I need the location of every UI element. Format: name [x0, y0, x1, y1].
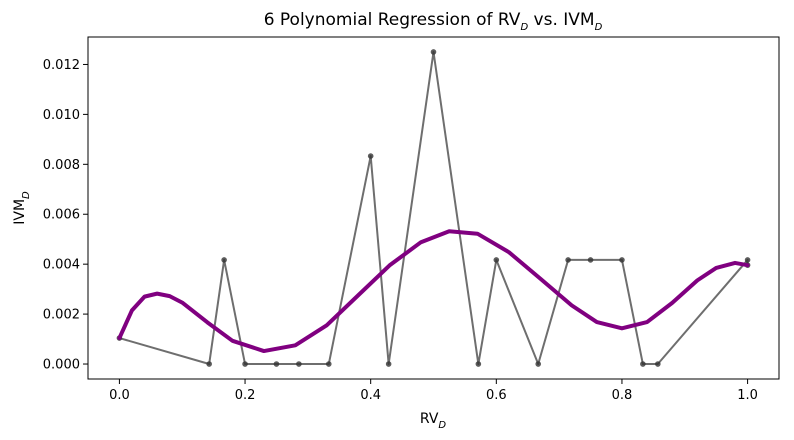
observed-data-point — [493, 257, 500, 263]
y-tick-label: 0.010 — [43, 108, 80, 123]
observed-data-point — [385, 361, 392, 367]
x-axis-label: RVD — [420, 411, 447, 431]
x-axis-label-subscript: D — [438, 420, 446, 431]
y-axis-label-subscript: D — [21, 191, 32, 199]
x-tick-label: 0.6 — [486, 388, 507, 403]
x-tick-label: 0.8 — [612, 388, 633, 403]
observed-data-point — [325, 361, 332, 367]
observed-data-point — [242, 361, 248, 367]
observed-data-point — [367, 153, 374, 159]
observed-data-point — [655, 361, 661, 367]
observed-data-point — [296, 361, 302, 367]
y-axis-label-main: IVM — [12, 199, 28, 225]
y-tick-label: 0.000 — [43, 358, 80, 373]
observed-data-point — [587, 257, 594, 263]
observed-data-point — [535, 361, 542, 367]
y-tick-label: 0.008 — [43, 158, 80, 173]
plot-frame — [87, 36, 780, 380]
x-tick-label: 0.2 — [235, 388, 256, 403]
observed-data-point — [430, 49, 437, 55]
x-tick-label: 0.4 — [360, 388, 381, 403]
observed-series-line — [119, 50, 749, 366]
y-axis-label: IVMD — [12, 191, 32, 225]
polynomial-fit-curve — [117, 229, 750, 354]
observed-data-point — [640, 361, 646, 367]
chart-title-prefix: 6 Polynomial Regression of RV — [264, 10, 521, 30]
y-tick-label: 0.006 — [43, 208, 80, 223]
x-tick-label: 1.0 — [737, 388, 758, 403]
chart-title: 6 Polynomial Regression of RVD vs. IVMD — [264, 10, 603, 33]
x-axis-label-main: RV — [420, 411, 439, 427]
plot-area: 0.0 0.2 0.4 0.6 0.8 1.0 0.000 0.002 0.004 0.006 0.… — [43, 36, 780, 403]
observed-data-point — [206, 361, 212, 367]
observed-data-point — [744, 257, 751, 263]
observed-data-point — [565, 257, 571, 263]
chart-title-subscript-2: D — [595, 22, 603, 33]
observed-data-point — [273, 361, 280, 367]
chart-title-middle: vs. IVM — [528, 10, 594, 30]
observed-data-point — [619, 257, 625, 263]
y-tick-label: 0.002 — [43, 308, 80, 323]
observed-data-point — [475, 361, 482, 367]
x-tick-label: 0.0 — [109, 388, 130, 403]
y-tick-label: 0.004 — [43, 258, 80, 273]
chart-title-subscript-1: D — [520, 22, 528, 33]
y-tick-label: 0.012 — [43, 58, 80, 73]
observed-data-point — [221, 257, 227, 263]
